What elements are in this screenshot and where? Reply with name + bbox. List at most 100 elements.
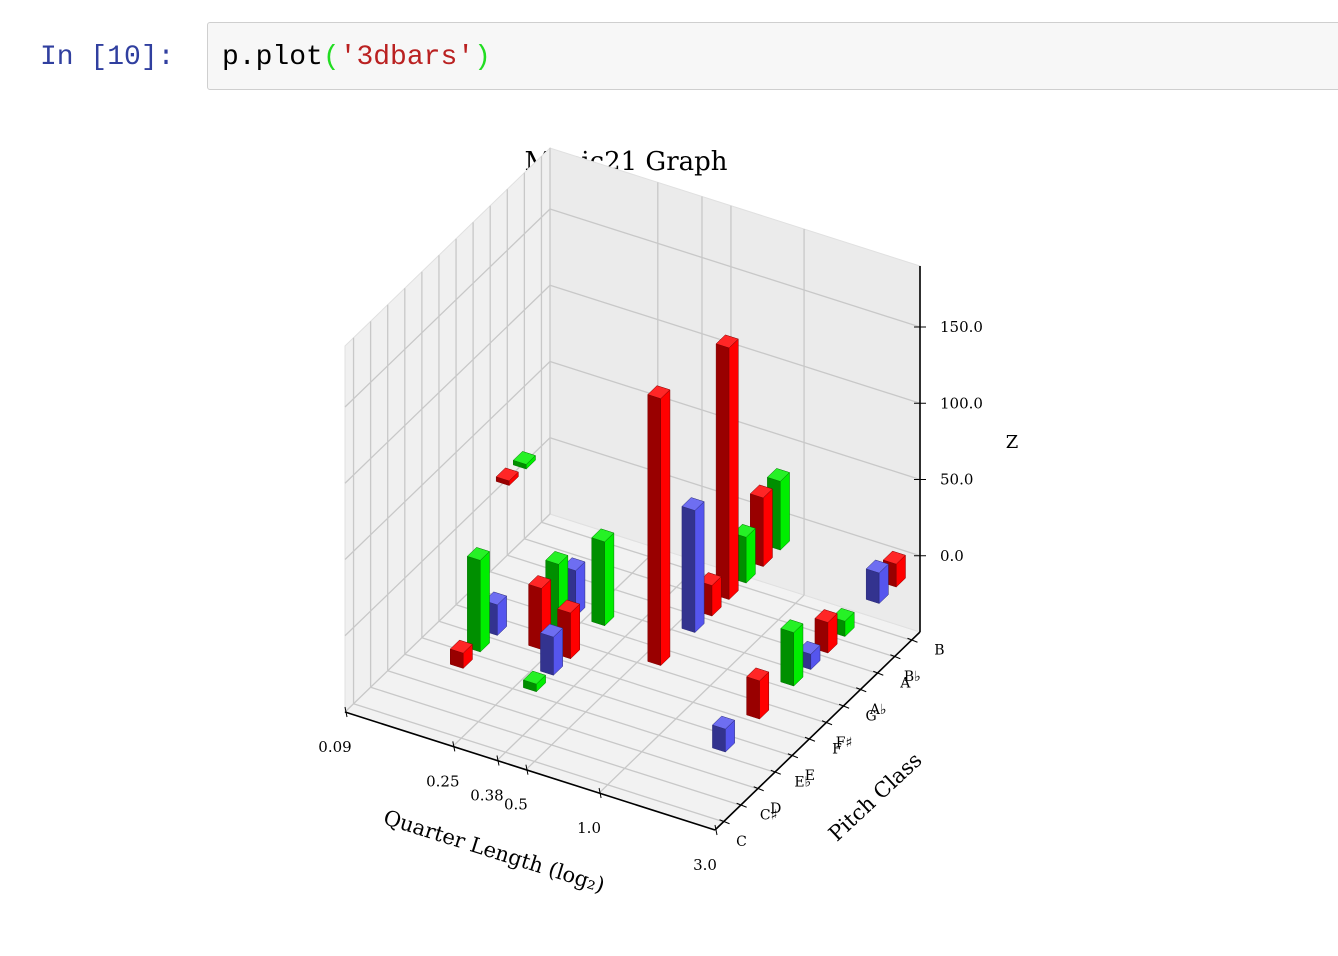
cell-prompt: In [10]: (40, 42, 175, 73)
bar-side (660, 389, 671, 667)
bar (449, 639, 473, 669)
bar-top (528, 575, 552, 589)
bar (749, 484, 773, 568)
grid-line (598, 594, 805, 794)
bar (711, 715, 736, 753)
axis-line (714, 631, 921, 831)
code-token: ) (474, 42, 491, 73)
bar-front (540, 632, 554, 676)
bar-front (467, 555, 481, 653)
bar-side (728, 338, 739, 601)
grid-line (344, 437, 551, 637)
bar-top (797, 640, 821, 655)
z-tick-label: 100.0 (940, 394, 983, 412)
grid-line (387, 670, 758, 790)
code-token: ( (322, 42, 340, 73)
bar-front (591, 537, 605, 627)
bar-top (746, 667, 770, 682)
bar-side (694, 501, 705, 634)
bar (591, 528, 615, 627)
grid-line (344, 361, 551, 560)
y-tick-label: G (866, 708, 877, 724)
code-token: p.plot (222, 42, 323, 73)
y-tick-label: B♭ (904, 669, 921, 685)
code-cell: In [10]: p.plot('3dbars') (0, 22, 1338, 94)
grid-line (438, 620, 810, 740)
bar-top (647, 385, 671, 399)
bar-side (480, 550, 490, 653)
bar-top (495, 467, 519, 482)
y-tick-label: A♭ (869, 702, 887, 718)
grid-line (344, 284, 551, 484)
bar-side (780, 471, 790, 551)
x-tick-label: 0.25 (426, 772, 459, 790)
bar (557, 599, 581, 660)
bar (512, 451, 536, 470)
y-tick-label: D (770, 801, 781, 817)
bar (466, 547, 490, 653)
bar-top (766, 468, 791, 482)
bar-top (732, 523, 756, 538)
y-tick-label: C (736, 834, 747, 850)
bar-top (449, 639, 473, 654)
bar (681, 497, 705, 634)
y-axis-label: Pitch Class (824, 748, 927, 846)
bar-front (715, 343, 730, 600)
axis-line (344, 711, 716, 831)
y-tick-label: A (899, 675, 911, 691)
bar (495, 467, 519, 487)
code-token: '3dbars' (339, 42, 475, 73)
bar-top (522, 670, 547, 685)
bar (715, 334, 739, 601)
bar (865, 559, 889, 605)
bar-front (647, 394, 661, 666)
bar-side (570, 603, 580, 660)
y-tick-label: F (832, 741, 842, 757)
bar-top (749, 484, 773, 499)
bar-top (780, 619, 804, 633)
bar-front (865, 568, 880, 604)
bar-top (512, 451, 536, 465)
bar-front (780, 628, 794, 687)
x-tick-label: 3.0 (693, 856, 717, 874)
z-tick-label: 150.0 (940, 318, 983, 336)
code-input[interactable]: p.plot('3dbars') (207, 22, 1338, 90)
bar-top (483, 591, 508, 606)
x-tick-label: 0.38 (470, 786, 503, 804)
bar-top (814, 609, 838, 623)
bar-top (466, 547, 490, 561)
bar (780, 619, 804, 687)
bar-top (831, 607, 855, 622)
bar-top (715, 334, 739, 349)
grid-line (370, 686, 741, 806)
bar (647, 385, 671, 667)
bar-front (528, 584, 542, 650)
bar (522, 670, 547, 693)
y-tick-label: E♭ (794, 774, 811, 790)
grid-line (404, 653, 775, 773)
bar-top (865, 559, 889, 574)
bar-top (681, 497, 705, 511)
bar-front (712, 724, 726, 753)
bar-top (562, 557, 586, 572)
grid-line (344, 513, 551, 713)
x-tick-label: 0.09 (318, 738, 351, 756)
y-tick-label: C♯ (760, 807, 778, 823)
bar-top (711, 715, 736, 730)
bar-top (591, 528, 615, 543)
grid-line (549, 208, 921, 328)
bar (797, 640, 821, 671)
bar (540, 623, 564, 676)
x-axis-label: Quarter Length (log₂) (381, 805, 608, 897)
x-tick-label: 0.5 (504, 796, 528, 814)
bar-side (604, 532, 615, 627)
bar-front (681, 506, 696, 633)
z-tick-label: 50.0 (940, 471, 973, 489)
y-tick-label: B (934, 642, 944, 658)
grid-line (353, 703, 724, 823)
grid-line (344, 208, 551, 408)
bar-top (540, 623, 564, 638)
bar-top (557, 599, 581, 614)
